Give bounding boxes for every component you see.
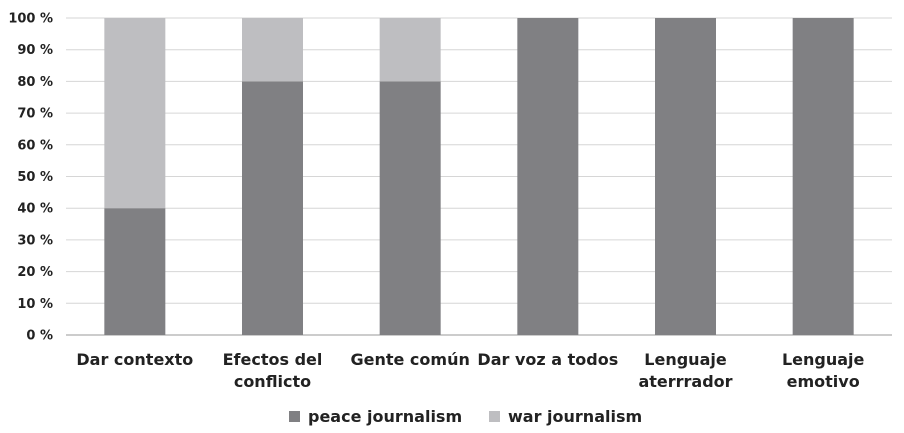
x-category-label: Dar voz a todos xyxy=(477,350,618,369)
war-journalism-bar xyxy=(379,18,441,82)
y-tick-label: 90 % xyxy=(17,43,53,58)
legend-peace-journalism-swatch xyxy=(289,411,300,422)
y-tick-label: 20 % xyxy=(17,265,53,280)
y-tick-label: 70 % xyxy=(17,107,53,122)
y-tick-label: 50 % xyxy=(17,170,53,185)
war-journalism-bar xyxy=(242,18,303,82)
war-journalism-bar xyxy=(104,18,166,209)
legend-war-journalism-label: war journalism xyxy=(508,407,642,426)
bars xyxy=(104,18,854,336)
peace-journalism-bar xyxy=(379,81,441,336)
x-category-label: Lenguaje emotivo xyxy=(782,350,865,391)
legend-peace-journalism-label: peace journalism xyxy=(308,407,462,426)
y-tick-label: 60 % xyxy=(17,138,53,153)
y-tick-label: 40 % xyxy=(17,202,53,217)
peace-journalism-bar xyxy=(104,208,166,335)
peace-journalism-bar xyxy=(655,18,716,335)
y-tick-label: 30 % xyxy=(17,233,53,248)
y-tick-label: 100 % xyxy=(8,12,53,27)
x-category-label: Gente común xyxy=(350,350,469,369)
legend: peace journalism war journalism xyxy=(289,407,642,426)
peace-journalism-bar xyxy=(792,18,854,335)
x-category-label: Dar contexto xyxy=(76,350,193,369)
y-tick-label: 0 % xyxy=(26,329,53,344)
gridlines xyxy=(66,17,892,336)
peace-journalism-bar xyxy=(517,18,579,335)
y-axis: 0 % 10 % 20 % 30 % 40 % 50 % 60 % 70 % 80 % 90 % 1… xyxy=(8,12,53,344)
x-category-label: Efectos del conflicto xyxy=(223,350,323,391)
x-category-label: Lenguaje aterrrador xyxy=(638,350,732,391)
x-axis-categories: Dar contexto Efectos del conflicto Gente co… xyxy=(76,350,864,391)
y-tick-label: 10 % xyxy=(17,297,53,312)
y-tick-label: 80 % xyxy=(17,75,53,90)
legend-war-journalism-swatch xyxy=(489,411,500,422)
peace-journalism-bar xyxy=(242,81,303,336)
